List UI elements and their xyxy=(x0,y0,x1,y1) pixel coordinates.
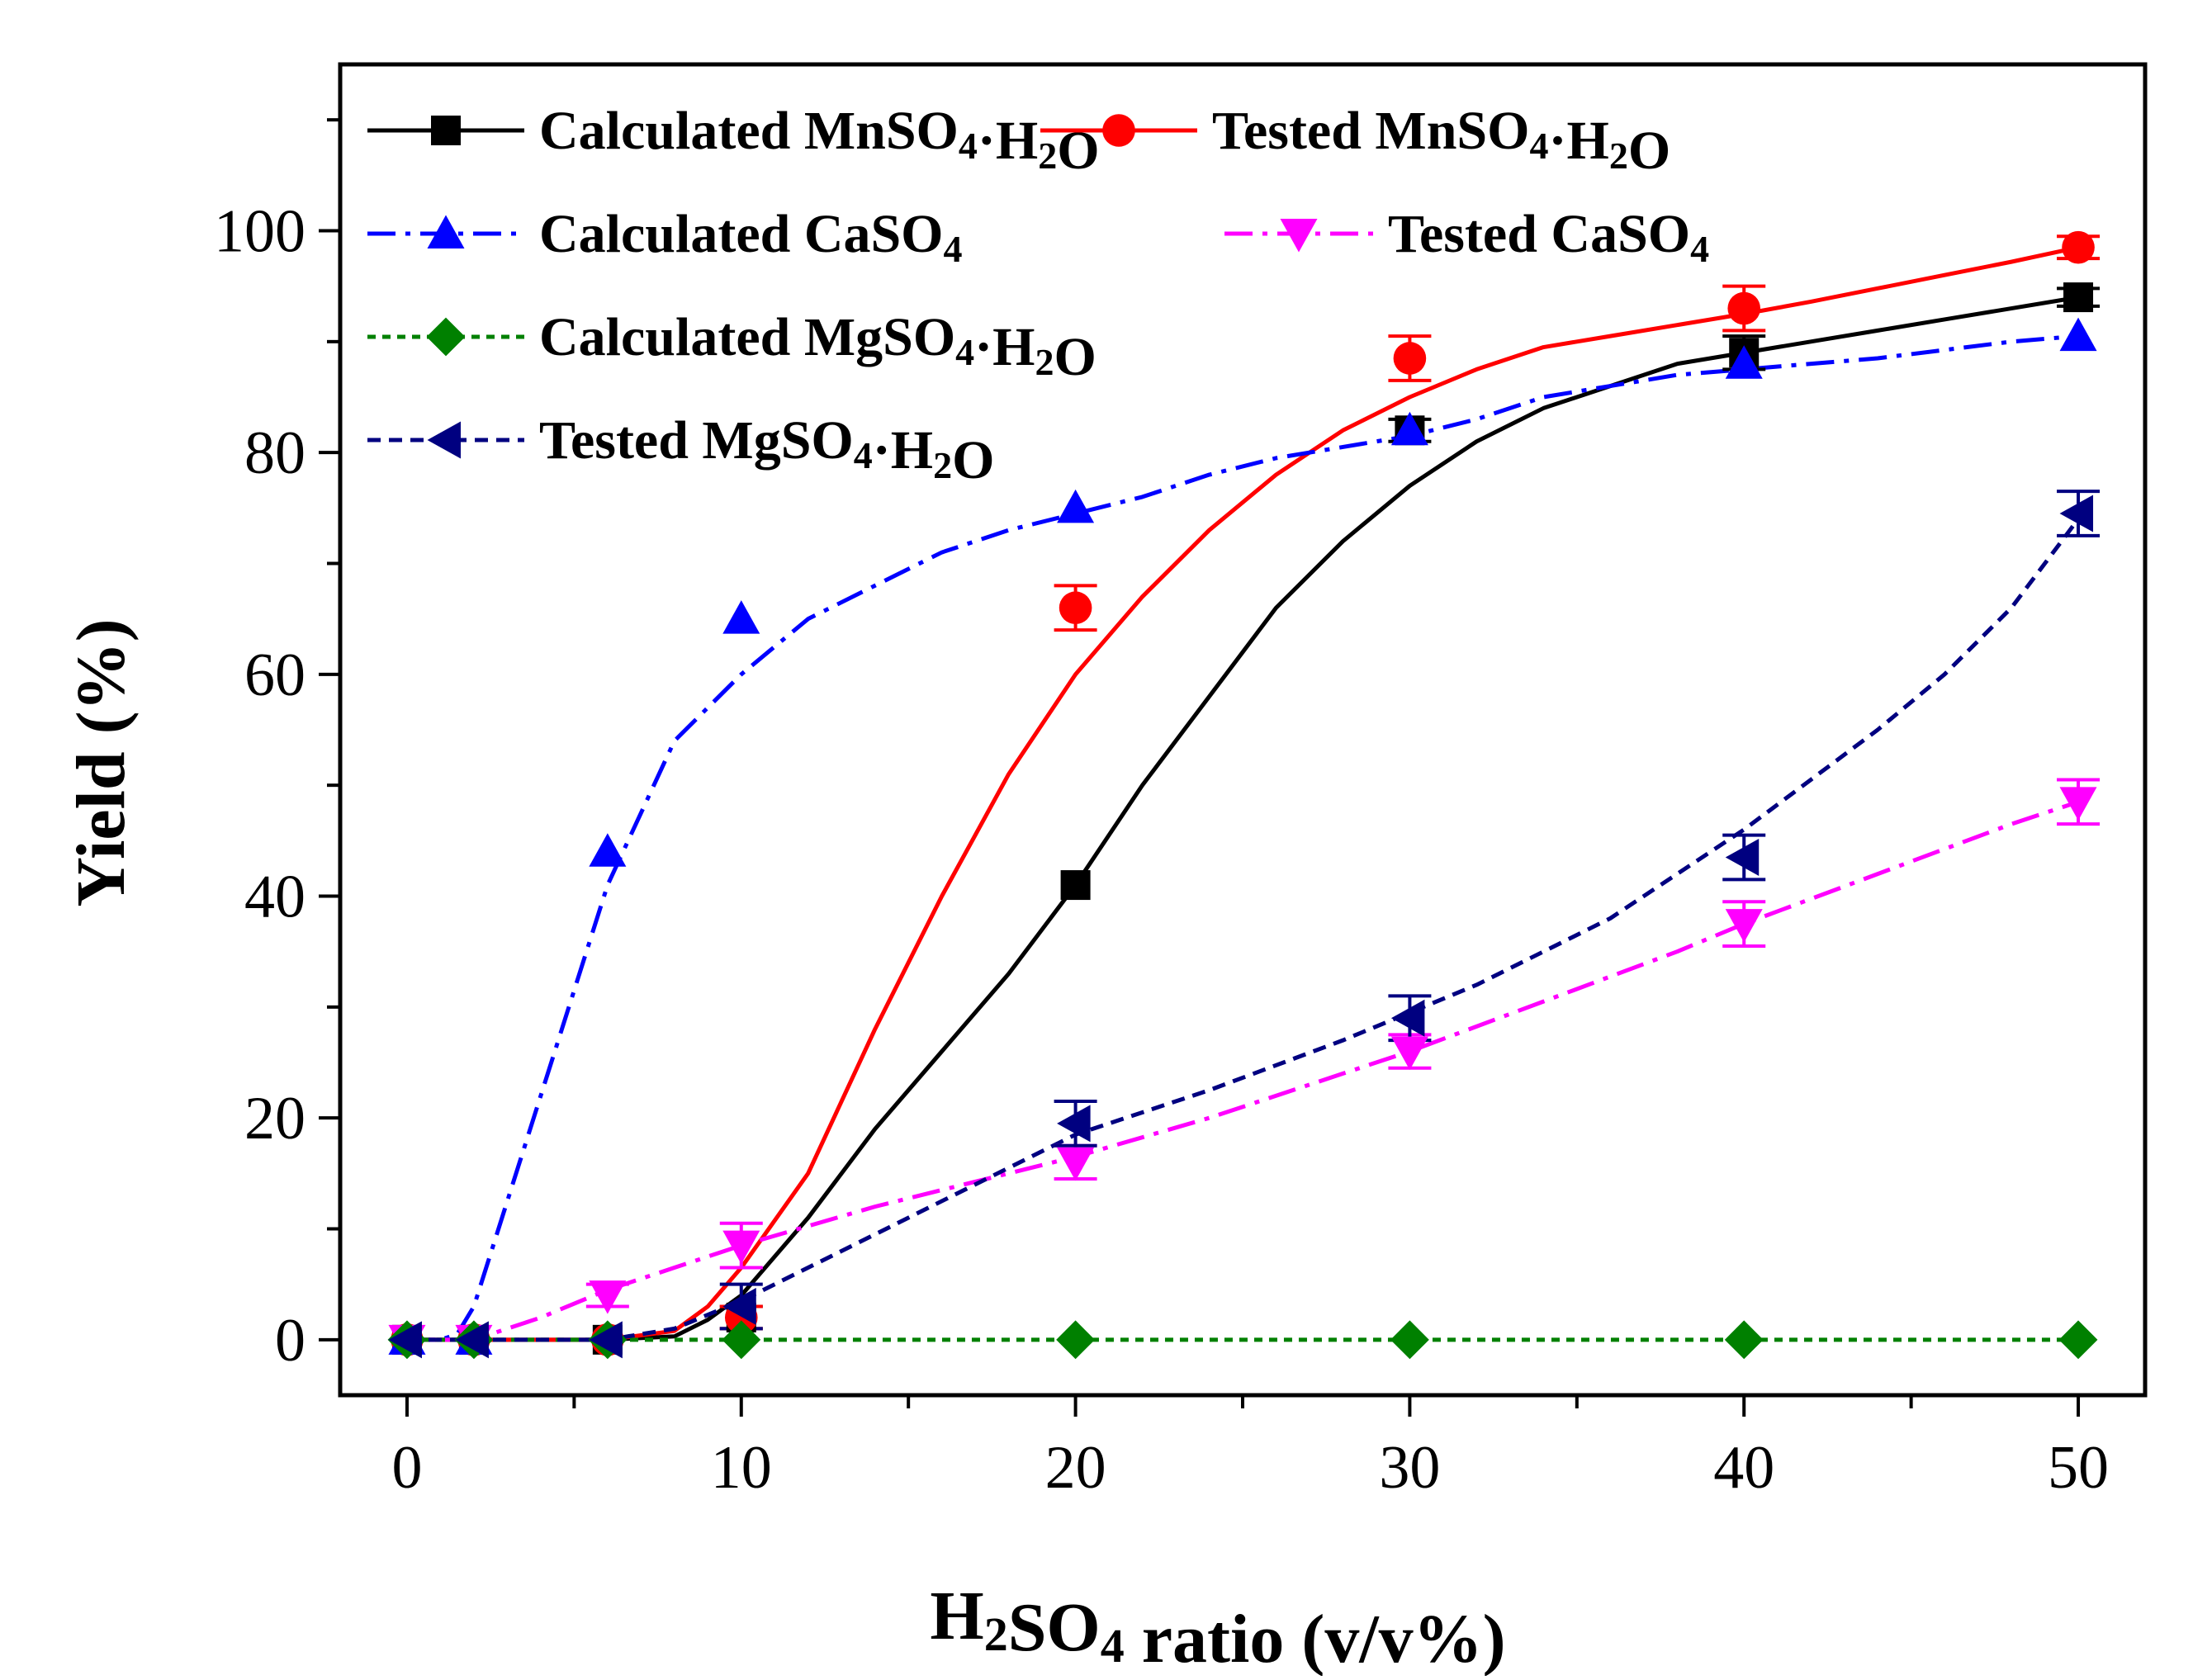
legend-text: ·H xyxy=(1548,111,1608,171)
x-tick-label: 50 xyxy=(2048,1434,2109,1502)
x-axis-subscript: 4 xyxy=(1101,1619,1125,1673)
calculated-mgso4-h2o-point xyxy=(722,1320,761,1360)
tested-caso4-point xyxy=(1057,1147,1095,1181)
x-tick-label: 0 xyxy=(391,1434,422,1502)
legend-subscript: 4 xyxy=(1690,228,1709,270)
x-axis-text: SO xyxy=(1008,1589,1101,1666)
calculated-caso4-point xyxy=(2059,317,2097,352)
calculated-mgso4-h2o-point xyxy=(1056,1320,1095,1360)
axes-layer: 0 10 20 30 40 50 0 20 40 60 80 100 xyxy=(214,118,2109,1502)
tested-mgso4-h2o-curve xyxy=(406,518,2081,1342)
tested-mnso4-h2o-point xyxy=(1727,291,1761,325)
tested-caso4-point xyxy=(589,1280,627,1314)
legend-subscript: 2 xyxy=(1038,135,1057,177)
legend-text: O xyxy=(952,430,994,490)
tested-caso4-point xyxy=(1390,1036,1428,1071)
tested-mgso4-h2o-point xyxy=(1725,838,1760,876)
tested-mnso4-h2o-point xyxy=(2062,230,2095,264)
legend-marker-calculated-caso4 xyxy=(427,215,465,248)
tested-mgso4-h2o-point xyxy=(1057,1105,1091,1143)
x-tick-label: 20 xyxy=(1045,1434,1106,1502)
calculated-caso4-point xyxy=(1390,411,1428,446)
x-tick-label: 40 xyxy=(1713,1434,1774,1502)
legend-text: ·H xyxy=(978,111,1038,171)
x-tick-label: 10 xyxy=(711,1434,772,1502)
y-tick-label: 60 xyxy=(244,641,306,709)
calculated-mgso4-h2o-point xyxy=(2058,1320,2098,1360)
legend-text: ·H xyxy=(873,420,933,480)
tested-mnso4-h2o-point xyxy=(1059,591,1092,625)
calculated-caso4-curve xyxy=(406,334,2079,1342)
y-tick-label: 20 xyxy=(244,1085,306,1152)
y-tick-label: 80 xyxy=(244,419,306,487)
x-axis-label: H2SO4 ratio (v/v%) xyxy=(930,1578,1505,1676)
legend-subscript: 2 xyxy=(1035,341,1054,383)
legend-subscript: 4 xyxy=(944,228,963,270)
legend-label-calculated-mgso4-h2o: Calculated MgSO4·H2O xyxy=(539,307,1096,387)
markers-layer xyxy=(387,230,2098,1360)
y-tick-label: 40 xyxy=(244,864,306,931)
legend-subscript: 4 xyxy=(955,331,974,373)
legend-subscript: 4 xyxy=(959,125,978,167)
legend-text: Tested MnSO xyxy=(1212,101,1529,161)
x-axis-subscript: 2 xyxy=(984,1607,1008,1661)
legend-subscript: 4 xyxy=(854,434,873,476)
tested-mgso4-h2o-point xyxy=(722,1288,756,1326)
legend-text: O xyxy=(1054,327,1096,387)
x-axis-text: H xyxy=(930,1578,983,1654)
tested-mgso4-h2o-point xyxy=(455,1321,489,1359)
legend-label-calculated-caso4: Calculated CaSO4 xyxy=(539,204,963,270)
tested-caso4-point xyxy=(1725,909,1763,943)
tested-mnso4-h2o-point xyxy=(1393,342,1427,375)
legend: Calculated MnSO4·H2O Tested MnSO4·H2OCalc… xyxy=(367,101,1709,490)
x-tick-label: 30 xyxy=(1379,1434,1440,1502)
calculated-caso4-point xyxy=(589,833,627,867)
legend-text: ·H xyxy=(974,317,1035,377)
legend-text: Calculated CaSO xyxy=(539,204,944,264)
calculated-caso4-point xyxy=(1057,489,1095,523)
y-tick-label: 0 xyxy=(275,1307,306,1375)
legend-text: O xyxy=(1628,121,1670,181)
legend-marker-tested-mnso4-h2o xyxy=(1102,114,1135,147)
legend-label-tested-mgso4-h2o: Tested MgSO4·H2O xyxy=(539,410,994,490)
tested-mgso4-h2o-point xyxy=(589,1321,623,1359)
legend-marker-tested-caso4 xyxy=(1280,219,1318,253)
legend-text: Calculated MnSO xyxy=(539,101,959,161)
tested-mgso4-h2o-point xyxy=(388,1321,422,1359)
calculated-caso4-point xyxy=(722,600,760,634)
legend-label-tested-mnso4-h2o: Tested MnSO4·H2O xyxy=(1212,101,1670,181)
legend-marker-calculated-mgso4-h2o xyxy=(426,317,466,357)
legend-text: Tested MgSO xyxy=(539,410,854,471)
x-axis-text: ratio (v/v%) xyxy=(1125,1601,1506,1676)
legend-subscript: 2 xyxy=(933,444,952,486)
y-tick-label: 100 xyxy=(214,198,306,266)
legend-label-tested-caso4: Tested CaSO4 xyxy=(1388,204,1709,270)
y-axis-label: Yield (%) xyxy=(63,618,140,906)
tested-caso4-curve xyxy=(406,799,2079,1342)
calculated-mgso4-h2o-point xyxy=(1724,1320,1764,1360)
legend-marker-calculated-mnso4-h2o xyxy=(431,116,461,145)
legend-text: Tested CaSO xyxy=(1388,204,1690,264)
legend-text: Calculated MgSO xyxy=(539,307,955,367)
calculated-mgso4-h2o-point xyxy=(1390,1320,1429,1360)
legend-marker-tested-mgso4-h2o xyxy=(427,421,461,459)
tested-caso4-point xyxy=(2059,787,2097,821)
tested-mgso4-h2o-point xyxy=(2059,495,2094,532)
y-axis-title: Yield (%) xyxy=(63,618,140,906)
calculated-caso4-point xyxy=(1725,345,1763,379)
legend-label-calculated-mnso4-h2o: Calculated MnSO4·H2O xyxy=(539,101,1100,181)
legend-subscript: 2 xyxy=(1609,135,1628,177)
tested-mgso4-h2o-point xyxy=(1390,999,1425,1037)
calculated-mnso4-h2o-point xyxy=(1060,870,1091,901)
legend-subscript: 4 xyxy=(1529,125,1548,167)
tested-caso4-point xyxy=(722,1230,760,1265)
calculated-mnso4-h2o-point xyxy=(2063,282,2094,313)
x-axis-title: H2SO4 ratio (v/v%) xyxy=(930,1578,1505,1678)
